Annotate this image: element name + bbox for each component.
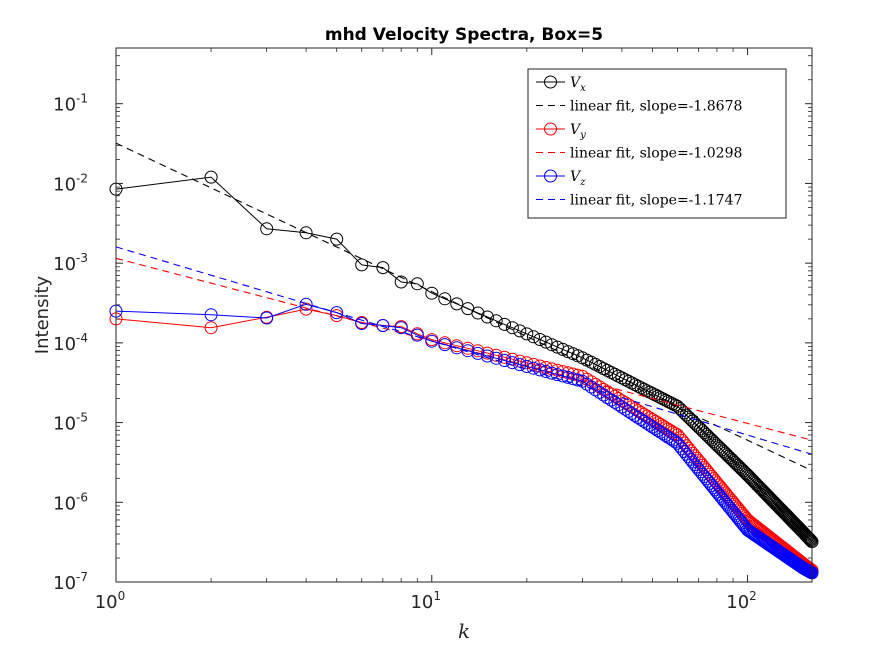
data-point: [527, 330, 540, 344]
data-point: [679, 447, 693, 461]
data-point: [299, 226, 313, 240]
series-layer: [109, 142, 819, 580]
data-point: [533, 363, 547, 377]
data-point: [701, 429, 715, 443]
chart-title: mhd Velocity Spectra, Box=5: [325, 25, 603, 45]
data-point: [618, 402, 632, 416]
data-point: [615, 400, 629, 414]
data-point: [703, 476, 717, 490]
data-point: [204, 170, 218, 184]
data-point: [600, 391, 614, 405]
data-point: [505, 356, 519, 370]
data-point: [608, 367, 622, 381]
data-point: [461, 344, 475, 358]
data-point: [608, 395, 622, 409]
data-point: [355, 258, 369, 272]
data-point: [801, 530, 815, 544]
data-point: [597, 388, 611, 402]
data-point: [513, 324, 527, 338]
data-point: [671, 399, 684, 413]
data-point: [376, 261, 390, 275]
legend-marker: [544, 122, 557, 136]
data-point: [438, 292, 452, 306]
data-point: [489, 314, 503, 328]
data-point: [545, 338, 559, 352]
data-point: [260, 311, 274, 325]
legend-label: linear fit, slope=-1.8678: [570, 99, 742, 115]
data-point: [480, 310, 494, 324]
data-point: [425, 334, 439, 348]
series-4: [109, 297, 819, 580]
data-point: [745, 472, 759, 486]
legend-marker: [544, 75, 557, 89]
data-point: [705, 479, 719, 493]
data-point: [701, 474, 715, 488]
data-point: [299, 297, 313, 311]
data-point: [668, 435, 682, 449]
data-point: [410, 277, 424, 291]
data-point: [625, 407, 639, 420]
series-1: [115, 142, 813, 472]
fit-line: [115, 142, 813, 472]
data-point: [611, 398, 625, 412]
fit-line: [115, 246, 813, 455]
data-point: [571, 373, 585, 387]
data-point: [425, 286, 439, 300]
data-point: [561, 370, 575, 384]
data-point: [330, 232, 344, 246]
data-point: [204, 321, 218, 335]
y-axis-label: Intensity: [32, 275, 53, 354]
series-0: [109, 170, 819, 549]
data-point: [438, 338, 452, 352]
data-point: [802, 532, 816, 546]
data-point: [705, 433, 719, 447]
data-point: [804, 534, 818, 548]
legend-box: [527, 68, 787, 219]
data-point: [355, 317, 369, 330]
data-point: [699, 472, 713, 486]
x-axis-label: k: [458, 619, 470, 643]
data-point: [330, 306, 344, 320]
data-point: [710, 438, 724, 452]
data-point: [622, 404, 636, 418]
data-point: [394, 275, 408, 289]
y-tick-label: 10-5: [53, 411, 88, 435]
data-point: [703, 431, 717, 445]
data-point: [204, 308, 218, 322]
data-point: [505, 321, 519, 335]
data-point: [699, 428, 713, 441]
data-point: [260, 222, 274, 236]
data-point: [611, 369, 625, 383]
data-point: [743, 471, 757, 485]
data-point: [556, 369, 570, 383]
legend-label: linear fit, slope=-1.0298: [570, 146, 742, 162]
data-point: [707, 435, 720, 449]
axes-frame: [115, 47, 813, 583]
data-point: [566, 372, 580, 386]
data-point: [480, 349, 494, 363]
data-point: [520, 356, 534, 370]
data-point: [376, 319, 390, 332]
data-point: [410, 328, 424, 342]
data-point: [498, 317, 511, 331]
data-point: [520, 360, 534, 373]
data-point: [625, 400, 639, 414]
legend-label: linear fit, slope=-1.1747: [570, 193, 742, 209]
data-point: [550, 368, 564, 382]
data-point: [708, 436, 722, 450]
data-point: [471, 346, 485, 360]
data-point: [589, 377, 602, 391]
data-point: [746, 474, 760, 487]
data-point: [394, 321, 408, 335]
data-point: [634, 381, 648, 395]
data-point: [450, 297, 464, 311]
series-5: [115, 246, 813, 455]
data-point: [513, 358, 527, 372]
legend-marker: [544, 169, 557, 183]
data-point: [471, 306, 485, 320]
data-point: [527, 361, 540, 375]
